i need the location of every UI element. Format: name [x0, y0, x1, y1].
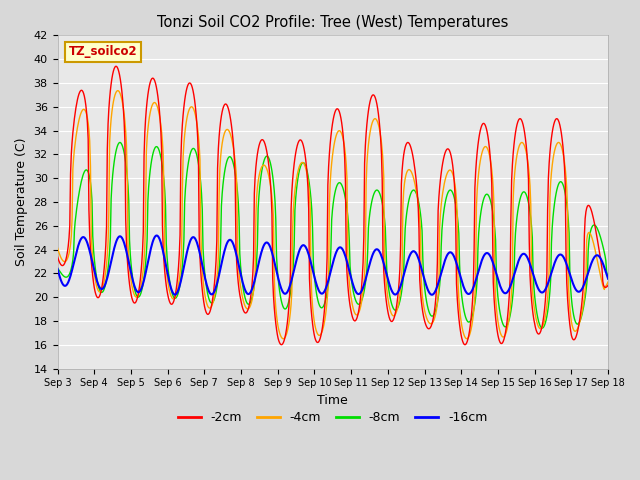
Title: Tonzi Soil CO2 Profile: Tree (West) Temperatures: Tonzi Soil CO2 Profile: Tree (West) Temp…: [157, 15, 509, 30]
Text: TZ_soilco2: TZ_soilco2: [68, 45, 137, 59]
X-axis label: Time: Time: [317, 394, 348, 407]
Y-axis label: Soil Temperature (C): Soil Temperature (C): [15, 138, 28, 266]
Legend: -2cm, -4cm, -8cm, -16cm: -2cm, -4cm, -8cm, -16cm: [173, 406, 492, 429]
